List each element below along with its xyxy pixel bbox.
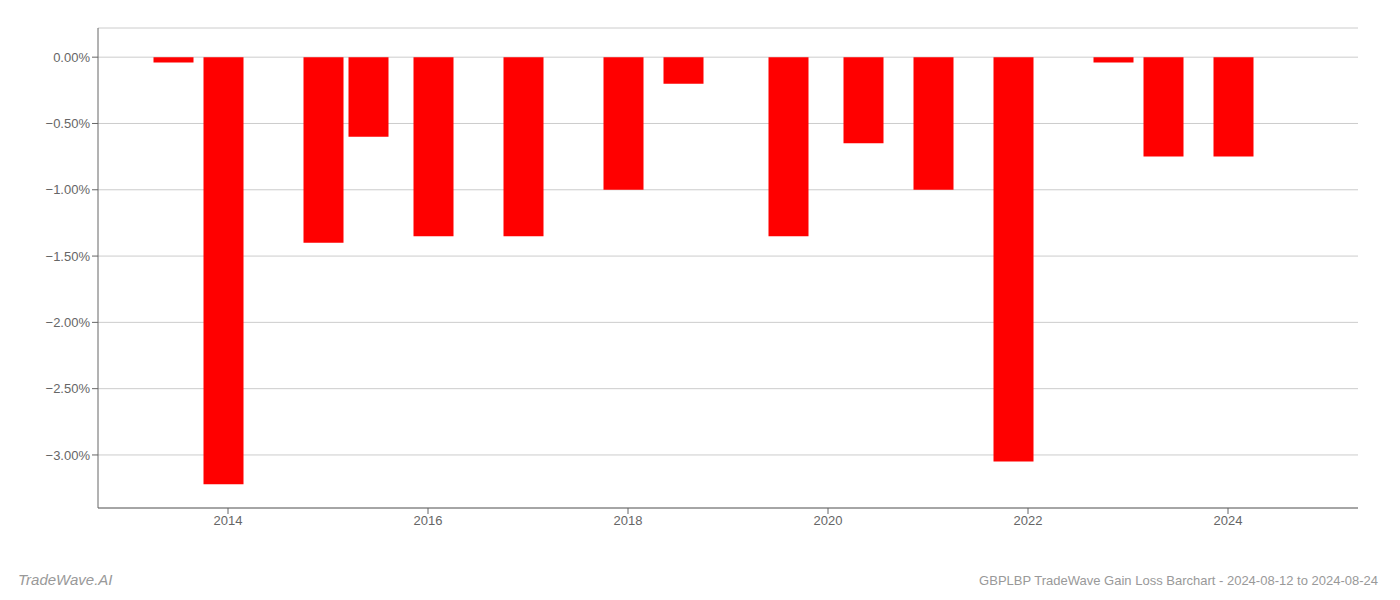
svg-text:−2.50%: −2.50% (46, 381, 91, 396)
svg-text:−1.50%: −1.50% (46, 249, 91, 264)
svg-text:−3.00%: −3.00% (46, 448, 91, 463)
svg-text:−2.00%: −2.00% (46, 315, 91, 330)
svg-text:−1.00%: −1.00% (46, 182, 91, 197)
html-text:GBPLBP TradeWave Gain Loss Bar: GBPLBP TradeWave Gain Loss Barchart - 20… (979, 573, 1378, 588)
svg-text:2022: 2022 (1014, 513, 1043, 528)
svg-text:2020: 2020 (814, 513, 843, 528)
svg-text:2024: 2024 (1214, 513, 1243, 528)
svg-text:2014: 2014 (214, 513, 243, 528)
svg-text:2016: 2016 (414, 513, 443, 528)
svg-text:−0.50%: −0.50% (46, 116, 91, 131)
svg-text:2018: 2018 (614, 513, 643, 528)
svg-text:0.00%: 0.00% (53, 50, 90, 65)
html-text:TradeWave.AI: TradeWave.AI (18, 571, 113, 588)
